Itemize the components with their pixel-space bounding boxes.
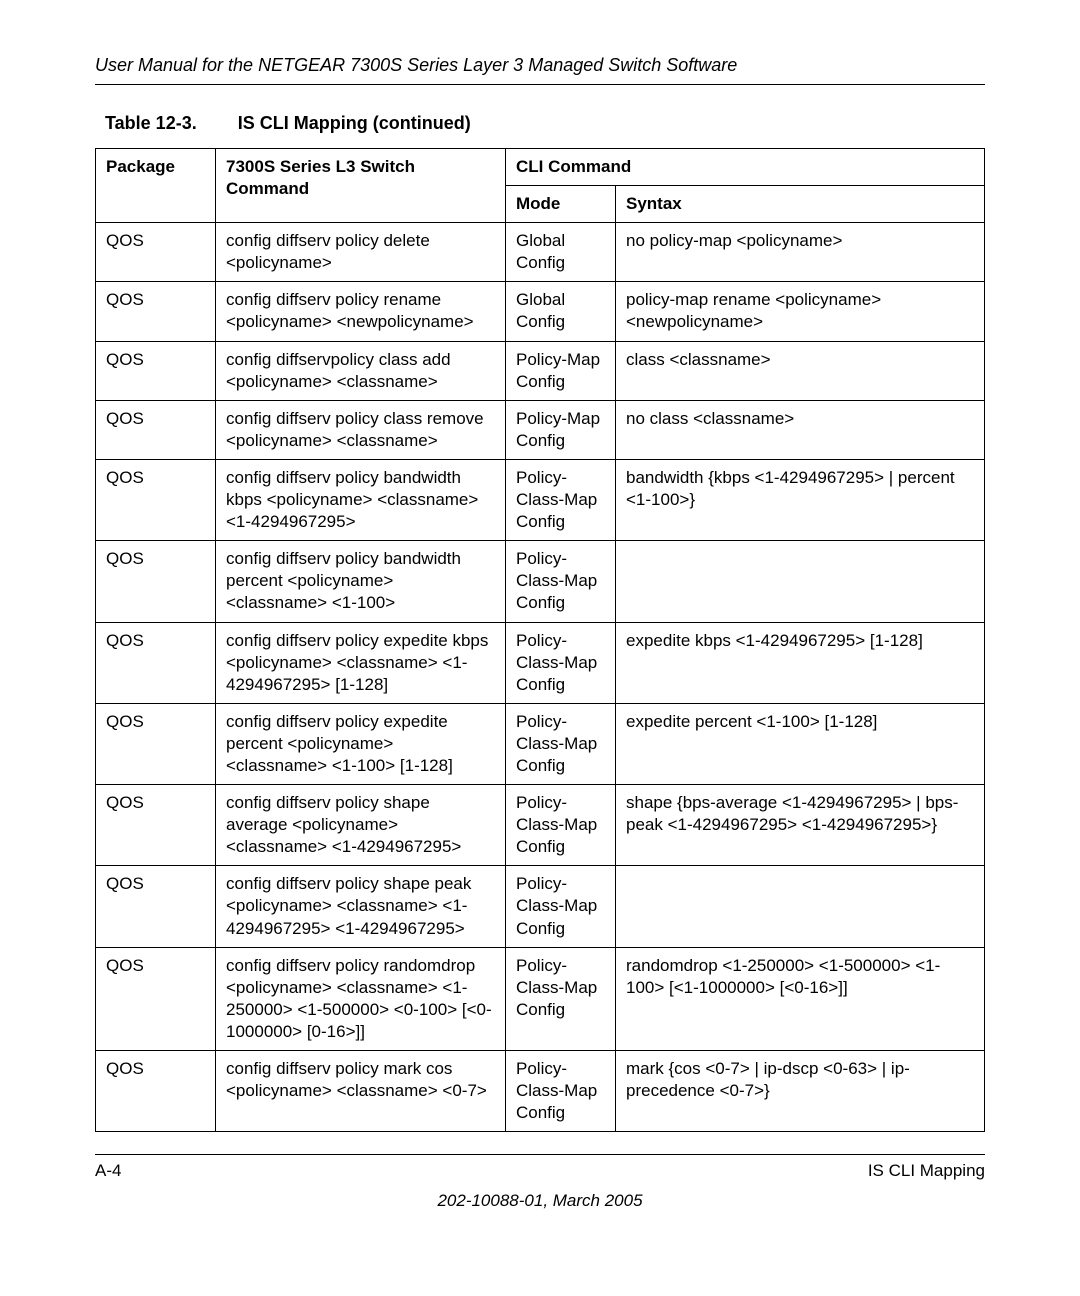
cell-mode: Policy-Class-Map Config <box>506 541 616 622</box>
cell-mode: Policy-Class-Map Config <box>506 866 616 947</box>
table-row: QOSconfig diffserv policy expedite kbps … <box>96 622 985 703</box>
cell-command: config diffserv policy expedite percent … <box>216 703 506 784</box>
cell-package: QOS <box>96 947 216 1050</box>
table-row: QOSconfig diffserv policy delete <policy… <box>96 223 985 282</box>
cell-mode: Policy-Map Config <box>506 341 616 400</box>
cell-command: config diffserv policy class remove <pol… <box>216 400 506 459</box>
table-row: QOSconfig diffserv policy bandwidth kbps… <box>96 459 985 540</box>
cell-command: config diffserv policy bandwidth kbps <p… <box>216 459 506 540</box>
cell-mode: Policy-Class-Map Config <box>506 785 616 866</box>
cell-mode: Policy-Class-Map Config <box>506 1051 616 1132</box>
table-caption: Table 12-3. IS CLI Mapping (continued) <box>105 113 985 134</box>
cell-package: QOS <box>96 785 216 866</box>
cell-syntax: expedite percent <1-100> [1-128] <box>616 703 985 784</box>
cell-mode: Policy-Map Config <box>506 400 616 459</box>
table-row: QOSconfig diffserv policy bandwidth perc… <box>96 541 985 622</box>
cell-syntax: no class <classname> <box>616 400 985 459</box>
th-cli-command: CLI Command <box>506 149 985 186</box>
th-package: Package <box>96 149 216 223</box>
cell-syntax: no policy-map <policyname> <box>616 223 985 282</box>
cell-mode: Global Config <box>506 223 616 282</box>
page-header-title: User Manual for the NETGEAR 7300S Series… <box>95 55 985 85</box>
table-header-row-1: Package 7300S Series L3 Switch Command C… <box>96 149 985 186</box>
cell-command: config diffserv policy expedite kbps <po… <box>216 622 506 703</box>
table-row: QOSconfig diffserv policy rename <policy… <box>96 282 985 341</box>
th-mode: Mode <box>506 186 616 223</box>
cell-command: config diffserv policy bandwidth percent… <box>216 541 506 622</box>
cell-command: config diffserv policy shape peak <polic… <box>216 866 506 947</box>
cell-package: QOS <box>96 400 216 459</box>
cell-command: config diffserv policy randomdrop <polic… <box>216 947 506 1050</box>
cell-mode: Policy-Class-Map Config <box>506 459 616 540</box>
table-caption-title: IS CLI Mapping (continued) <box>238 113 471 133</box>
page-footer-bar: A-4 IS CLI Mapping <box>95 1154 985 1181</box>
cell-command: config diffserv policy shape average <po… <box>216 785 506 866</box>
cell-package: QOS <box>96 866 216 947</box>
cell-package: QOS <box>96 1051 216 1132</box>
th-command: 7300S Series L3 Switch Command <box>216 149 506 223</box>
cell-mode: Policy-Class-Map Config <box>506 622 616 703</box>
cli-mapping-table: Package 7300S Series L3 Switch Command C… <box>95 148 985 1132</box>
table-head: Package 7300S Series L3 Switch Command C… <box>96 149 985 223</box>
cell-package: QOS <box>96 223 216 282</box>
table-row: QOSconfig diffserv policy shape average … <box>96 785 985 866</box>
table-row: QOSconfig diffserv policy randomdrop <po… <box>96 947 985 1050</box>
cell-syntax: bandwidth {kbps <1-4294967295> | percent… <box>616 459 985 540</box>
cell-syntax: class <classname> <box>616 341 985 400</box>
cell-package: QOS <box>96 541 216 622</box>
footer-doc-info: 202-10088-01, March 2005 <box>95 1191 985 1211</box>
cell-syntax: randomdrop <1-250000> <1-500000> <1-100>… <box>616 947 985 1050</box>
cell-package: QOS <box>96 282 216 341</box>
cell-command: config diffserv policy delete <policynam… <box>216 223 506 282</box>
cell-command: config diffservpolicy class add <policyn… <box>216 341 506 400</box>
cell-package: QOS <box>96 459 216 540</box>
cell-package: QOS <box>96 622 216 703</box>
table-row: QOSconfig diffserv policy expedite perce… <box>96 703 985 784</box>
cell-mode: Policy-Class-Map Config <box>506 947 616 1050</box>
cell-syntax: expedite kbps <1-4294967295> [1-128] <box>616 622 985 703</box>
cell-command: config diffserv policy rename <policynam… <box>216 282 506 341</box>
cell-syntax: mark {cos <0-7> | ip-dscp <0-63> | ip-pr… <box>616 1051 985 1132</box>
table-caption-label: Table 12-3. <box>105 113 197 133</box>
cell-syntax <box>616 541 985 622</box>
table-row: QOSconfig diffserv policy mark cos <poli… <box>96 1051 985 1132</box>
footer-page-number: A-4 <box>95 1161 121 1181</box>
footer-section: IS CLI Mapping <box>868 1161 985 1181</box>
cell-syntax <box>616 866 985 947</box>
cell-package: QOS <box>96 341 216 400</box>
th-syntax: Syntax <box>616 186 985 223</box>
table-row: QOSconfig diffserv policy shape peak <po… <box>96 866 985 947</box>
cell-command: config diffserv policy mark cos <policyn… <box>216 1051 506 1132</box>
table-body: QOSconfig diffserv policy delete <policy… <box>96 223 985 1132</box>
cell-syntax: policy-map rename <policyname> <newpolic… <box>616 282 985 341</box>
table-row: QOSconfig diffserv policy class remove <… <box>96 400 985 459</box>
cell-mode: Policy-Class-Map Config <box>506 703 616 784</box>
cell-mode: Global Config <box>506 282 616 341</box>
cell-package: QOS <box>96 703 216 784</box>
table-row: QOSconfig diffservpolicy class add <poli… <box>96 341 985 400</box>
cell-syntax: shape {bps-average <1-4294967295> | bps-… <box>616 785 985 866</box>
